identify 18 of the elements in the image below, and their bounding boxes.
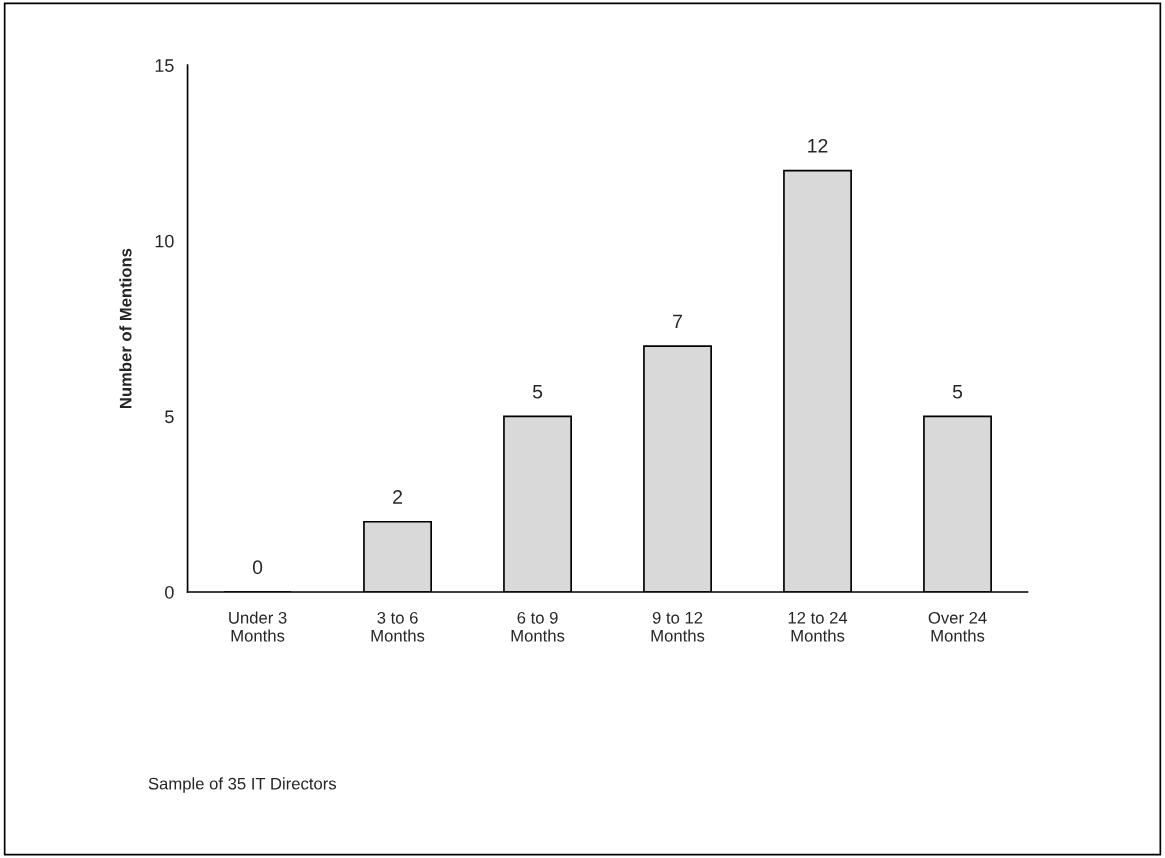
x-tick-label: 9 to 12 Months [651, 611, 705, 642]
data-label: 5 [532, 384, 543, 399]
data-label: 5 [952, 384, 963, 399]
data-label: 2 [393, 490, 402, 504]
y-tick-label: 5 [165, 410, 174, 424]
data-label: 12 [808, 138, 828, 153]
x-tick-label: 3 to 6 Months [371, 611, 425, 642]
x-tick-label: Over 24 Months [928, 611, 987, 642]
y-axis-title: Number of Mentions [119, 248, 132, 409]
data-label: 7 [673, 314, 682, 329]
x-tick-label: Under 3 Months [229, 611, 287, 642]
x-tick-label: 12 to 24 Months [788, 611, 848, 642]
data-label: 0 [252, 560, 263, 575]
y-tick-label: 10 [155, 234, 174, 248]
x-tick-label: 6 to 9 Months [511, 611, 565, 642]
y-tick-label: 0 [165, 585, 174, 599]
text: Sample of 35 IT Directors [148, 777, 337, 793]
y-tick-label: 15 [155, 59, 174, 72]
